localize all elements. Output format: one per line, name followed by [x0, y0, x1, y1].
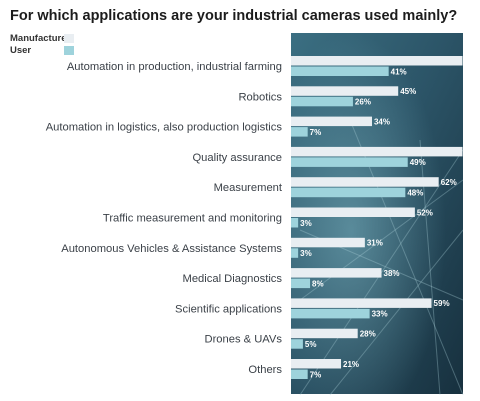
value-label-manufacturer: 34%: [374, 117, 390, 126]
legend-item-user: User: [10, 45, 31, 56]
value-label-user: 5%: [305, 340, 317, 349]
bar-manufacturer: [291, 116, 372, 127]
value-label-user: 3%: [300, 219, 312, 228]
bar-manufacturer: [291, 177, 439, 187]
value-label-manufacturer: 62%: [441, 178, 457, 187]
bar-manufacturer: [291, 359, 342, 369]
legend-label-manufacturer: Manufacturer: [10, 33, 71, 44]
value-label-user: 41%: [391, 67, 407, 76]
bar-manufacturer: [291, 56, 463, 66]
category-label: Robotics: [238, 91, 282, 103]
legend-item-manufacturer: Manufacturer: [10, 33, 70, 44]
bar-user: [291, 369, 308, 379]
value-label-manufacturer: 72%: [465, 57, 480, 66]
value-label-user: 48%: [407, 188, 423, 197]
chart-title: For which applications are your industri…: [10, 8, 458, 24]
category-label: Traffic measurement and monitoring: [103, 213, 282, 225]
value-label-user: 7%: [310, 370, 322, 379]
category-label: Drones & UAVs: [204, 334, 282, 346]
bar-user: [291, 248, 299, 258]
bar-user: [291, 127, 308, 137]
bar-user: [291, 96, 353, 107]
bar-user: [291, 66, 389, 76]
value-label-user: 3%: [300, 249, 312, 258]
value-label-manufacturer: 38%: [384, 269, 400, 278]
value-label-manufacturer: 21%: [343, 360, 359, 369]
value-label-user: 49%: [410, 158, 426, 167]
legend-swatch-manufacturer: [64, 34, 74, 43]
category-label: Quality assurance: [192, 152, 282, 164]
value-label-user: 26%: [355, 98, 371, 107]
bar-manufacturer: [291, 86, 399, 96]
category-label: Medical Diagnostics: [183, 273, 283, 285]
bar-user: [291, 339, 303, 349]
category-label: Others: [248, 364, 282, 376]
value-label-user: 33%: [372, 310, 388, 319]
value-label-manufacturer: 59%: [434, 299, 450, 308]
category-label: Automation in logistics, also production…: [46, 122, 283, 134]
value-label-user: 7%: [310, 128, 322, 137]
bar-manufacturer: [291, 237, 365, 248]
value-label-manufacturer: 72%: [465, 148, 480, 157]
bar-user: [291, 278, 311, 289]
category-label: Measurement: [214, 182, 283, 194]
bar-user: [291, 218, 299, 228]
legend-label-user: User: [10, 45, 32, 56]
value-label-manufacturer: 52%: [417, 208, 433, 217]
value-label-manufacturer: 45%: [400, 87, 416, 96]
bar-user: [291, 308, 370, 319]
category-label: Autonomous Vehicles & Assistance Systems: [61, 243, 282, 255]
bars: 72% 41% 45% 26% 34% 7% 72% 49% 62% 48% 52% 3% 31% 3% 3…: [291, 56, 480, 379]
bar-manufacturer: [291, 146, 463, 157]
value-label-manufacturer: 31%: [367, 239, 383, 248]
category-label: Automation in production, industrial far…: [67, 61, 282, 73]
bar-manufacturer: [291, 268, 382, 278]
value-label-manufacturer: 28%: [360, 329, 376, 338]
bar-manufacturer: [291, 207, 415, 217]
bar-user: [291, 157, 408, 167]
value-label-user: 8%: [312, 279, 324, 288]
bar-manufacturer: [291, 298, 432, 308]
category-label: Scientific applications: [175, 303, 282, 315]
category-labels: Automation in production, industrial far…: [46, 61, 283, 376]
bar-user: [291, 187, 406, 198]
bar-manufacturer: [291, 328, 358, 339]
legend-swatch-user: [64, 46, 74, 55]
